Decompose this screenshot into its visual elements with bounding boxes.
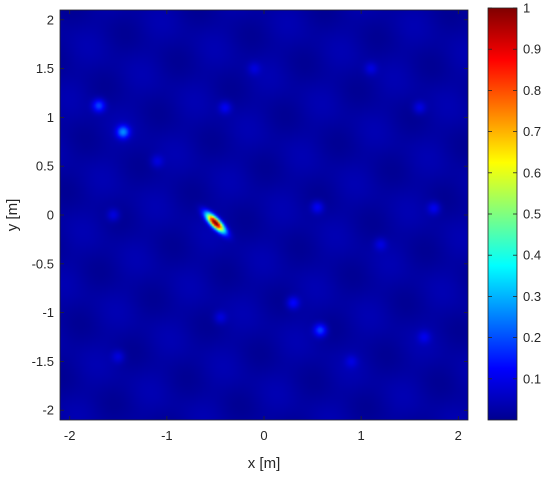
y-tick-label: -1 <box>42 305 54 320</box>
y-tick-label: 0.5 <box>36 159 54 174</box>
colorbar-tick-label: 0.1 <box>523 371 541 386</box>
colorbar-tick-label: 0.5 <box>523 207 541 222</box>
x-tick-label: -2 <box>64 428 76 443</box>
colorbar <box>487 7 518 421</box>
colorbar-ticks: 1 0.9 0.8 0.7 0.6 0.5 0.4 0.3 0.2 0.1 <box>488 1 541 386</box>
y-tick-label: 1 <box>47 110 54 125</box>
x-axis-ticks: -2 -1 0 1 2 <box>64 10 462 443</box>
colorbar-tick-label: 0.9 <box>523 42 541 57</box>
y-tick-label: 2 <box>47 12 54 27</box>
heatmap-image <box>60 10 468 420</box>
y-axis-label: y [m] <box>4 199 21 232</box>
colorbar-tick-label: 0.2 <box>523 330 541 345</box>
y-tick-label: -2 <box>42 403 54 418</box>
colorbar-tick-label: 1 <box>523 1 530 16</box>
x-tick-label: 0 <box>260 428 267 443</box>
colorbar-tick-label: 0.4 <box>523 248 541 263</box>
colorbar-tick-label: 0.6 <box>523 165 541 180</box>
x-tick-label: 1 <box>358 428 365 443</box>
y-tick-label: -1.5 <box>32 354 54 369</box>
y-tick-label: -0.5 <box>32 256 54 271</box>
y-tick-label: 0 <box>47 208 54 223</box>
colorbar-tick-label: 0.7 <box>523 124 541 139</box>
colorbar-tick-label: 0.8 <box>523 83 541 98</box>
x-axis-label: x [m] <box>248 455 281 472</box>
y-axis-ticks: 2 1.5 1 0.5 0 -0.5 -1 -1.5 -2 <box>32 12 468 418</box>
y-tick-label: 1.5 <box>36 61 54 76</box>
x-tick-label: -1 <box>161 428 173 443</box>
colorbar-tick-label: 0.3 <box>523 289 541 304</box>
x-tick-label: 2 <box>455 428 462 443</box>
